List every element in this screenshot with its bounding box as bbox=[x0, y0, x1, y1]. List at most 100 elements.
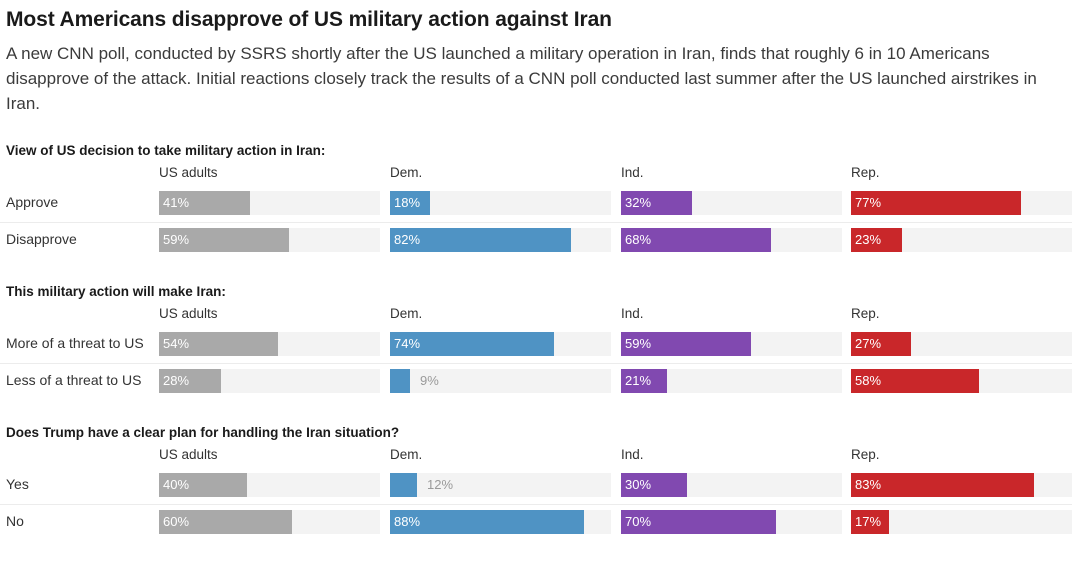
bar-track: 70% bbox=[621, 510, 842, 534]
bar-track: 30% bbox=[621, 473, 842, 497]
bar-track: 54% bbox=[159, 332, 380, 356]
group-header-us-adults: US adults bbox=[159, 306, 218, 321]
bar-track: 59% bbox=[621, 332, 842, 356]
bar-track: 23% bbox=[851, 228, 1072, 252]
bar-track: 32% bbox=[621, 191, 842, 215]
bar-track: 68% bbox=[621, 228, 842, 252]
question-title: Does Trump have a clear plan for handlin… bbox=[6, 425, 400, 440]
bar-track: 9% bbox=[390, 369, 611, 393]
value-label: 54% bbox=[163, 336, 190, 351]
bar-dem bbox=[390, 228, 571, 252]
question-title: View of US decision to take military act… bbox=[6, 143, 326, 158]
group-header-dem: Dem. bbox=[390, 165, 423, 180]
bar-track: 27% bbox=[851, 332, 1072, 356]
value-label: 28% bbox=[163, 373, 190, 388]
bar-rep bbox=[851, 191, 1021, 215]
bar-ind bbox=[621, 369, 667, 393]
bar-track: 88% bbox=[390, 510, 611, 534]
chart-subtitle: A new CNN poll, conducted by SSRS shortl… bbox=[6, 44, 1037, 113]
bar-ind bbox=[621, 228, 771, 252]
bar-track: 58% bbox=[851, 369, 1072, 393]
row-label: Less of a threat to US bbox=[6, 372, 142, 388]
value-label: 77% bbox=[855, 195, 882, 210]
bar-us-adults bbox=[159, 228, 289, 252]
group-header-us-adults: US adults bbox=[159, 447, 218, 462]
row-label: Approve bbox=[6, 194, 59, 210]
value-label: 27% bbox=[855, 336, 882, 351]
bar-track: 17% bbox=[851, 510, 1072, 534]
value-label: 9% bbox=[420, 373, 439, 388]
question-title: This military action will make Iran: bbox=[6, 284, 226, 299]
group-header-rep: Rep. bbox=[851, 306, 880, 321]
value-label: 32% bbox=[625, 195, 652, 210]
group-header-dem: Dem. bbox=[390, 306, 423, 321]
bar-rep bbox=[851, 510, 889, 534]
question-section: This military action will make Iran: US a… bbox=[0, 284, 1080, 424]
value-label: 68% bbox=[625, 232, 652, 247]
bar-dem bbox=[390, 369, 410, 393]
value-label: 21% bbox=[625, 373, 652, 388]
bar-us-adults bbox=[159, 191, 250, 215]
bar-track: 18% bbox=[390, 191, 611, 215]
value-label: 59% bbox=[625, 336, 652, 351]
bar-us-adults bbox=[159, 473, 247, 497]
bar-ind bbox=[621, 510, 776, 534]
row-divider bbox=[0, 363, 1072, 364]
value-label: 59% bbox=[163, 232, 190, 247]
bar-ind bbox=[621, 332, 751, 356]
value-label: 40% bbox=[163, 477, 190, 492]
bar-rep bbox=[851, 369, 979, 393]
bar-us-adults bbox=[159, 332, 278, 356]
group-header-ind: Ind. bbox=[621, 447, 644, 462]
value-label: 60% bbox=[163, 514, 190, 529]
bar-track: 74% bbox=[390, 332, 611, 356]
group-header-ind: Ind. bbox=[621, 165, 644, 180]
bar-ind bbox=[621, 191, 692, 215]
value-label: 83% bbox=[855, 477, 882, 492]
bar-track: 12% bbox=[390, 473, 611, 497]
question-section: View of US decision to take military act… bbox=[0, 143, 1080, 283]
bar-track: 21% bbox=[621, 369, 842, 393]
row-label: More of a threat to US bbox=[6, 335, 144, 351]
group-header-dem: Dem. bbox=[390, 447, 423, 462]
bar-ind bbox=[621, 473, 687, 497]
value-label: 17% bbox=[855, 514, 882, 529]
group-header-us-adults: US adults bbox=[159, 165, 218, 180]
bar-rep bbox=[851, 473, 1034, 497]
row-label: Yes bbox=[6, 476, 29, 492]
bar-track: 28% bbox=[159, 369, 380, 393]
chart-title: Most Americans disapprove of US military… bbox=[6, 8, 612, 31]
bar-dem bbox=[390, 191, 430, 215]
bar-track: 82% bbox=[390, 228, 611, 252]
question-section: Does Trump have a clear plan for handlin… bbox=[0, 425, 1080, 565]
bar-rep bbox=[851, 228, 902, 252]
value-label: 23% bbox=[855, 232, 882, 247]
group-header-ind: Ind. bbox=[621, 306, 644, 321]
row-label: No bbox=[6, 513, 24, 529]
bar-us-adults bbox=[159, 510, 292, 534]
row-label: Disapprove bbox=[6, 231, 77, 247]
bar-track: 77% bbox=[851, 191, 1072, 215]
bar-track: 40% bbox=[159, 473, 380, 497]
bar-track: 60% bbox=[159, 510, 380, 534]
bar-track: 83% bbox=[851, 473, 1072, 497]
value-label: 70% bbox=[625, 514, 652, 529]
bar-dem bbox=[390, 332, 554, 356]
value-label: 30% bbox=[625, 477, 652, 492]
value-label: 82% bbox=[394, 232, 421, 247]
value-label: 58% bbox=[855, 373, 882, 388]
row-divider bbox=[0, 222, 1072, 223]
bar-dem bbox=[390, 473, 417, 497]
bar-track: 41% bbox=[159, 191, 380, 215]
bar-track: 59% bbox=[159, 228, 380, 252]
row-divider bbox=[0, 504, 1072, 505]
value-label: 18% bbox=[394, 195, 421, 210]
value-label: 41% bbox=[163, 195, 190, 210]
value-label: 12% bbox=[427, 477, 454, 492]
bar-us-adults bbox=[159, 369, 221, 393]
bar-rep bbox=[851, 332, 911, 356]
group-header-rep: Rep. bbox=[851, 165, 880, 180]
value-label: 74% bbox=[394, 336, 421, 351]
bar-dem bbox=[390, 510, 584, 534]
group-header-rep: Rep. bbox=[851, 447, 880, 462]
